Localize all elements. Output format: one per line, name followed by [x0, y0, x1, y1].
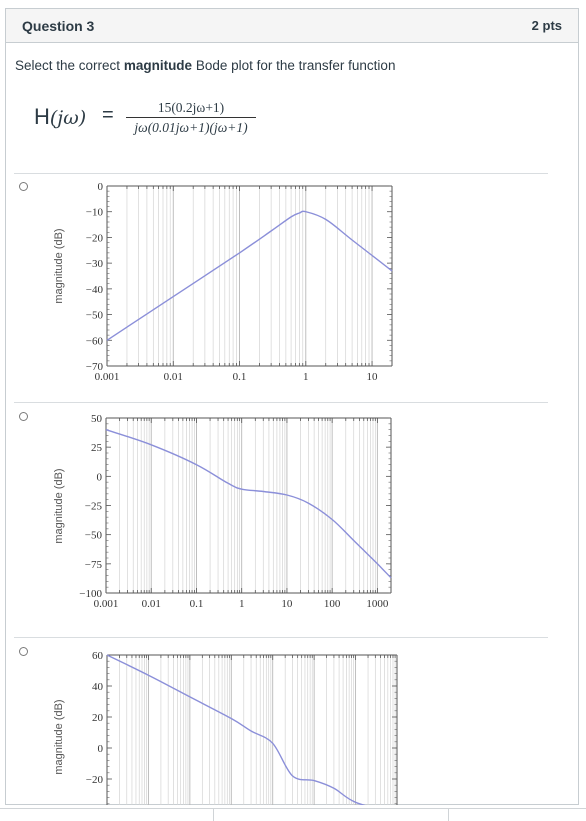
- x-tick-label: 10: [367, 371, 379, 383]
- formula-symbol: H: [34, 104, 50, 129]
- answer-divider: [14, 402, 548, 403]
- y-tick-label: −60: [86, 335, 104, 347]
- x-tick-label: 0.1: [190, 598, 204, 610]
- answer-divider: [14, 173, 548, 174]
- question-title: Question 3: [22, 17, 95, 34]
- toolbar-separator: [448, 809, 449, 821]
- formula-numerator: 15(0.2jω+1): [157, 100, 225, 115]
- y-tick-label: 0: [97, 471, 103, 483]
- y-tick-label: −25: [85, 501, 103, 513]
- formula-lhs: H(jω): [34, 104, 86, 130]
- bode-plot-option-1: 0 −10 −20 −30 −40 −50 −60 −700.001 0.01 0.1 1 10 mag…: [53, 181, 393, 383]
- prompt-text-before: Select the correct: [15, 58, 124, 73]
- grid: [106, 186, 393, 366]
- y-tick-label: 0: [98, 743, 104, 755]
- magnitude-series-line: [105, 429, 392, 579]
- prompt-text-after: Bode plot for the transfer function: [192, 58, 396, 73]
- question-prompt: Select the correct magnitude Bode plot f…: [15, 58, 395, 73]
- fraction-bar: [126, 117, 256, 118]
- question-header: Question 3 2 pts: [6, 9, 578, 43]
- question-points: 2 pts: [531, 18, 562, 33]
- x-tick-label: 1: [239, 598, 245, 610]
- formula-argument: (jω): [49, 107, 87, 129]
- y-tick-label: 50: [91, 413, 103, 425]
- answer-radio-3[interactable]: [19, 647, 28, 656]
- grid: [106, 655, 398, 805]
- y-tick-label: −10: [86, 207, 104, 219]
- answer-radio-2[interactable]: [19, 412, 28, 421]
- x-tick-label: 0.01: [142, 598, 161, 610]
- y-tick-label: −50: [85, 530, 103, 542]
- magnitude-series-line: [106, 210, 393, 341]
- prompt-bold-word: magnitude: [123, 58, 193, 73]
- y-tick-label: −75: [85, 559, 103, 571]
- x-tick-label: 0.001: [94, 598, 119, 610]
- y-tick-label: 60: [92, 650, 104, 662]
- x-tick-label: 0.1: [233, 371, 247, 383]
- y-tick-label: 40: [92, 681, 104, 693]
- x-tick-label: 100: [324, 598, 341, 610]
- answer-divider: [14, 637, 548, 638]
- y-tick-label: −30: [86, 258, 104, 270]
- x-tick-label: 0.001: [95, 371, 120, 383]
- y-tick-label: −100: [79, 588, 102, 600]
- bode-plot-option-2: 50 25 0 −25 −50 −75 −1000.001 0.01 0.1 1 10 100 1000…: [53, 413, 392, 610]
- y-tick-label: −40: [86, 284, 104, 296]
- magnitude-series-line: [106, 654, 366, 805]
- y-tick-label: 25: [91, 442, 103, 454]
- y-tick-label: −70: [86, 361, 104, 373]
- x-tick-label: 1: [303, 371, 309, 383]
- formula-fraction: 15(0.2jω+1) jω(0.01jω+1)(jω+1): [126, 100, 256, 135]
- y-tick-label: 0: [98, 181, 104, 193]
- toolbar-separator: [213, 809, 214, 821]
- question-card: Question 3 2 pts: [5, 8, 579, 805]
- y-tick-label: −20: [86, 774, 104, 786]
- x-tick-label: 0.01: [164, 371, 183, 383]
- y-tick-label: −20: [86, 232, 104, 244]
- formula-denominator: jω(0.01jω+1)(jω+1): [134, 120, 248, 135]
- y-tick-label: 20: [92, 712, 104, 724]
- answer-radio-1[interactable]: [19, 182, 28, 191]
- bottom-toolbar: [0, 808, 586, 821]
- y-axis-label: magnitude (dB): [53, 699, 65, 774]
- y-tick-label: −50: [86, 310, 104, 322]
- y-axis-label: magnitude (dB): [53, 228, 65, 303]
- x-tick-label: 10: [281, 598, 293, 610]
- grid: [105, 418, 392, 593]
- y-axis-label: magnitude (dB): [53, 468, 65, 543]
- formula-equals: =: [102, 104, 114, 126]
- x-tick-label: 1000: [366, 598, 389, 610]
